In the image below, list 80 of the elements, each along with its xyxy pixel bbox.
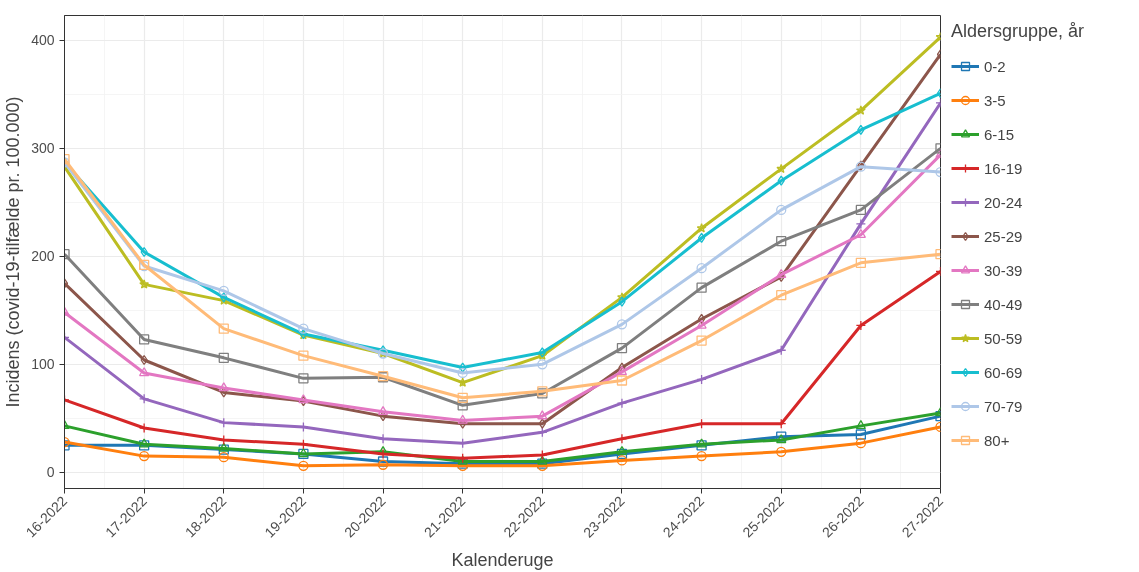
point [697,232,706,244]
point [537,455,548,465]
legend-label: 3-5 [984,91,1006,109]
legend-label: 16-19 [984,159,1023,177]
point [138,450,150,462]
point [616,455,628,466]
y-tick-label: 100 [31,356,55,373]
point [855,420,867,430]
point [696,223,707,233]
y-axis-title: Incidens (covid-19-tilfælde pr. 100.000) [3,96,24,408]
point [855,438,867,449]
point [855,429,867,440]
point [776,204,787,216]
point [457,400,468,411]
legend-label: 30-39 [984,261,1023,279]
x-axis-title: Kalenderuge [451,549,554,570]
legend-label: 40-49 [984,295,1023,313]
legend-label: 6-15 [984,125,1015,143]
point [776,446,787,457]
legend-label: 60-69 [984,363,1023,381]
point [616,319,628,330]
y-tick-label: 400 [31,32,55,49]
point [697,313,706,325]
point [377,405,389,416]
point [298,350,309,361]
point [218,285,229,297]
point [537,410,548,420]
y-tick-label: 300 [31,140,55,157]
y-tick-label: 0 [46,464,55,481]
point [855,257,867,268]
point [616,375,628,386]
point [696,335,707,346]
legend-label: 20-24 [984,193,1023,211]
point [457,367,468,379]
point [138,422,150,434]
point [616,398,628,409]
point [855,320,867,331]
point [298,460,309,471]
point [138,367,150,377]
point [459,362,467,373]
legend-label: 25-29 [984,227,1023,245]
point [218,382,229,392]
point [776,290,787,301]
point [696,263,707,274]
point [457,414,468,424]
point [618,296,626,307]
point [696,450,707,462]
point [616,342,628,354]
point [855,105,866,115]
point [776,236,787,247]
point [218,452,229,463]
point [139,279,150,289]
point [538,418,546,429]
point [218,352,229,363]
point [616,445,628,456]
point [855,228,867,238]
legend-label: 50-59 [984,329,1023,347]
point [777,175,785,186]
point [696,319,707,329]
point [616,433,628,444]
point [457,377,468,387]
legend-label: 80+ [984,431,1010,449]
legend-label: 70-79 [984,397,1023,415]
point [298,323,309,334]
point [776,163,787,174]
point [457,392,468,403]
point [855,218,867,230]
point [855,204,867,216]
y-tick-label: 200 [31,248,55,265]
point [776,268,787,278]
point [617,292,627,302]
point [138,393,150,405]
point [298,373,309,384]
point [138,334,150,345]
legend-label: 0-2 [984,57,1006,75]
point [218,323,229,334]
point [696,282,707,293]
point [616,448,628,460]
point [537,359,548,370]
legend-title: Aldersgruppe, år [951,21,1085,42]
